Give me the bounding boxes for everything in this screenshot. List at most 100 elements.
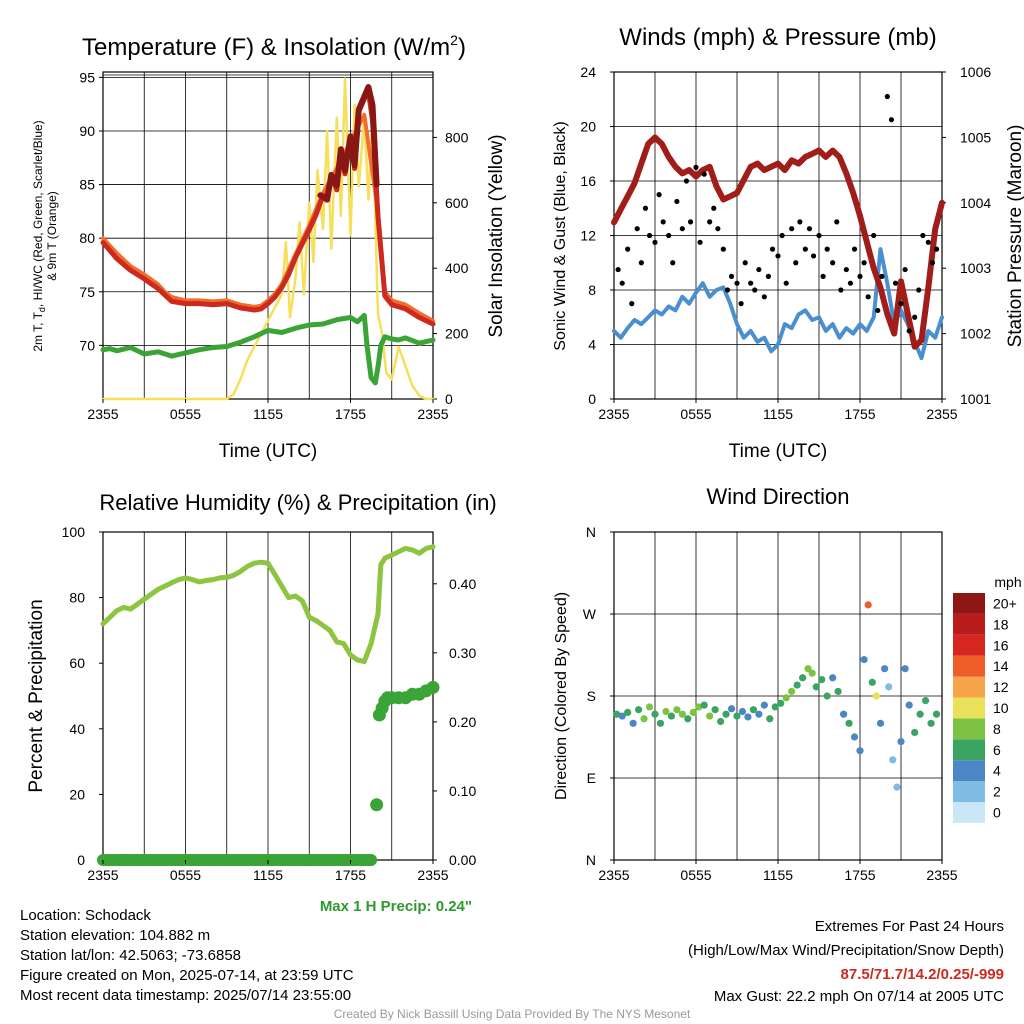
temp-ylabel-sub: d	[37, 307, 47, 312]
wind-ytick-label: 4	[588, 337, 596, 353]
wind-gust-point	[871, 232, 877, 239]
dir-point	[881, 665, 889, 673]
wind-gust-point	[629, 301, 635, 307]
dir-point	[864, 601, 872, 609]
wind-gust-point	[793, 260, 799, 266]
wind-title: Winds (mph) & Pressure (mb)	[619, 24, 936, 51]
wind-gust-point	[820, 273, 826, 279]
dir-ylabel: Direction (Colored By Speed)	[553, 592, 570, 800]
dir-point	[645, 703, 654, 711]
dir-point	[932, 710, 941, 718]
dir-xtick-label: 1155	[763, 867, 793, 883]
wind-gust-point	[701, 171, 707, 177]
wind-gust-point	[634, 226, 640, 232]
rh-y2tick-label: 0.30	[449, 645, 476, 661]
wind-gust-point	[693, 164, 699, 170]
legend-swatch	[953, 655, 985, 677]
temp-ytick-label: 90	[79, 123, 95, 139]
rh-y2tick-label: 0.40	[449, 576, 476, 592]
wind-ytick-label: 16	[580, 173, 596, 189]
dir-point	[808, 669, 816, 677]
info-recent: Most recent data timestamp: 2025/07/14 2…	[20, 987, 352, 1004]
legend-label: 16	[993, 637, 1009, 653]
rh-xtick-label: 2355	[87, 867, 118, 883]
wind-gust-point	[625, 246, 631, 252]
wind-gust-point	[656, 192, 662, 198]
wind-ytick-label: 0	[588, 391, 596, 407]
dir-point	[706, 712, 714, 720]
rh-ytick-label: 100	[62, 524, 86, 540]
dir-point	[749, 706, 758, 714]
legend-swatch	[953, 718, 985, 740]
wind-gust-point	[810, 253, 817, 259]
extremes-gust: Max Gust: 22.2 mph On 07/14 at 2005 UTC	[713, 988, 1004, 1005]
legend-label: 10	[993, 700, 1009, 716]
dir-point	[771, 703, 779, 711]
wind-gust-point	[902, 266, 908, 273]
rh-ytick-label: 40	[69, 721, 85, 737]
wind-gust-point	[920, 232, 926, 239]
wind-xtick-label: 2355	[598, 406, 629, 422]
info-elevation: Station elevation: 104.882 m	[20, 927, 211, 944]
temp-title-end: )	[458, 34, 466, 61]
wind-gust-point	[765, 273, 772, 279]
dir-ytick-label: N	[586, 852, 596, 868]
dir-point	[860, 655, 868, 664]
wind-gust-point	[925, 239, 931, 245]
dir-point	[700, 701, 708, 709]
wind-gust-point	[724, 287, 731, 293]
dir-point	[793, 681, 801, 689]
dir-point	[850, 733, 859, 741]
precip-point	[370, 798, 384, 812]
wind-gust-point	[898, 301, 904, 307]
dir-point	[885, 683, 893, 691]
dir-point	[818, 676, 826, 684]
wind-gust-point	[738, 301, 744, 307]
wind-gust-point	[797, 219, 803, 225]
dir-ytick-label: S	[587, 688, 596, 704]
legend-label: 6	[993, 742, 1001, 758]
dir-point	[901, 665, 909, 673]
temp-ytick-label: 95	[79, 69, 95, 85]
temp-ylabel-line1: 2m T, Td, HI/WC (Red, Green, Scarlet/Blu…	[31, 120, 47, 351]
wind-gust-point	[830, 260, 836, 266]
rh-y2tick-label: 0.10	[449, 783, 476, 799]
legend-swatch	[953, 593, 985, 614]
dir-point	[613, 710, 621, 718]
extremes-title: Extremes For Past 24 Hours	[814, 918, 1004, 935]
rh-ytick-label: 20	[69, 786, 85, 802]
dir-point	[845, 719, 853, 727]
legend-swatch	[953, 676, 985, 698]
dir-point	[766, 715, 774, 723]
wind-gust-point	[875, 307, 881, 314]
rh-xtick-label: 1155	[253, 867, 283, 883]
info-created: Figure created on Mon, 2025-07-14, at 23…	[20, 967, 354, 984]
dir-xtick-label: 2355	[926, 867, 957, 883]
temp-y2label: Solar Insolation (Yellow)	[486, 134, 507, 337]
temp-title-main: Temperature (F) & Insolation (W/m	[82, 34, 450, 61]
temp-ytick-label: 75	[79, 284, 95, 300]
wind-y2tick-label: 1002	[960, 326, 991, 342]
dir-point	[922, 696, 930, 705]
dir-point	[777, 699, 785, 707]
wind-speed-line	[612, 247, 944, 361]
temp-td-line	[100, 312, 436, 386]
rh-ylabel: Percent & Precipitation	[26, 599, 47, 792]
wind-gust-point	[816, 232, 822, 239]
dir-point	[717, 717, 725, 726]
wind-pressure-line	[611, 134, 945, 350]
wind-gust-point	[879, 273, 885, 279]
wind-gust-point	[707, 219, 713, 225]
wind-gust-point	[742, 260, 748, 266]
legend-swatch	[953, 802, 985, 823]
dir-point	[673, 706, 681, 714]
precip-point	[365, 854, 378, 866]
wind-ytick-label: 24	[580, 64, 596, 80]
dir-point	[889, 756, 897, 764]
dir-point	[876, 719, 885, 727]
temp-y2tick-label: 400	[445, 260, 469, 276]
precip-point	[426, 680, 440, 694]
temp-title-sup: 2	[450, 32, 458, 48]
dir-point	[782, 694, 790, 702]
